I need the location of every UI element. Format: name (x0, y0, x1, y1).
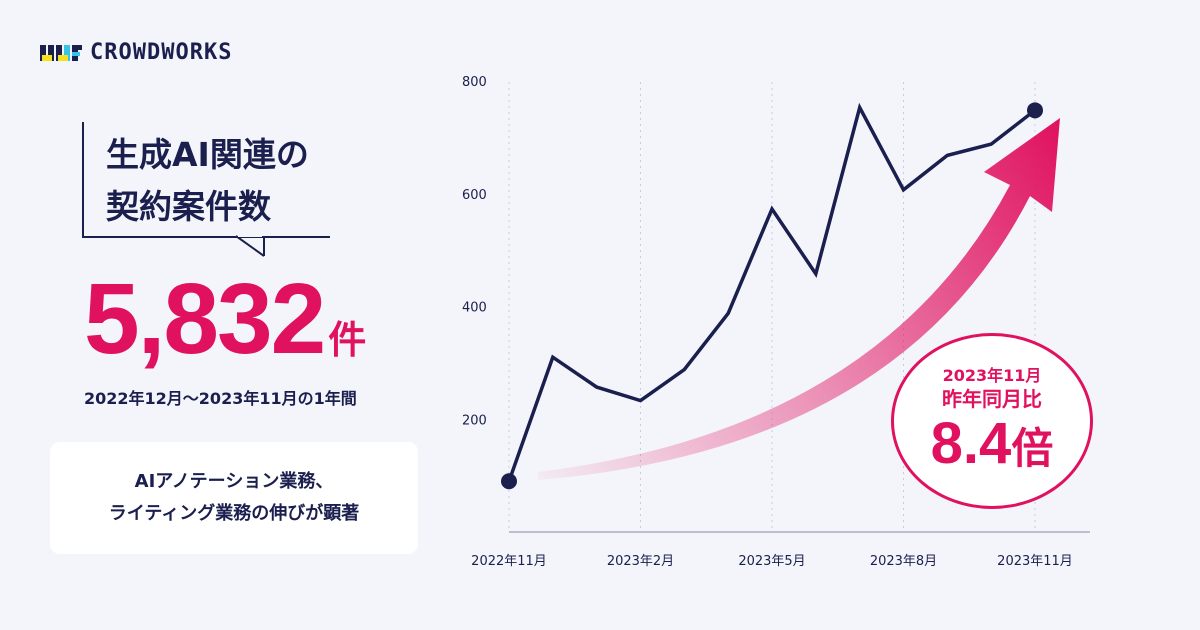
y-tick-label: 600 (462, 188, 487, 203)
headline-bracket-horizontal (82, 236, 330, 238)
logo-text: CROWDWORKS (90, 40, 233, 65)
trend-arrow (538, 118, 1060, 480)
yoy-badge: 2023年11月 昨年同月比 8.4倍 (891, 333, 1093, 509)
speech-tail-icon (235, 234, 265, 257)
series-line (507, 102, 1037, 482)
x-tick-label: 2023年5月 (738, 554, 805, 569)
data-point (1027, 102, 1043, 119)
headline-line-1: 生成AI関連の (106, 135, 309, 174)
total-count: 5,832 件 (84, 262, 366, 377)
note-line-2: ライティング業務の伸びが顕著 (108, 503, 360, 524)
total-value: 5,832 (84, 263, 326, 375)
note-line-1: AIアノテーション業務、 (134, 471, 334, 492)
x-tick-label: 2023年2月 (607, 554, 674, 569)
headline-line-2: 契約案件数 (106, 187, 271, 226)
y-tick-label: 200 (462, 413, 487, 428)
x-tick-label: 2022年11月 (471, 554, 547, 569)
headline-bracket-vertical (82, 122, 84, 238)
period-text: 2022年12月〜2023年11月の1年間 (84, 389, 357, 408)
headline-box: 生成AI関連の 契約案件数 (82, 122, 332, 257)
badge-unit: 倍 (1011, 423, 1054, 473)
badge-date: 2023年11月 (942, 365, 1042, 385)
badge-number: 8.4 (930, 410, 1012, 476)
logo-mark-icon (40, 41, 84, 65)
x-tick-label: 2023年8月 (870, 554, 937, 569)
total-unit: 件 (328, 318, 367, 362)
x-tick-label: 2023年11月 (997, 554, 1073, 569)
badge-label: 昨年同月比 (942, 386, 1042, 411)
badge-value: 8.4倍 (930, 410, 1054, 481)
note-card: AIアノテーション業務、 ライティング業務の伸びが顕著 (50, 442, 418, 554)
y-tick-label: 800 (462, 75, 487, 90)
data-point (501, 473, 517, 490)
crowdworks-logo: CROWDWORKS (40, 40, 232, 65)
y-tick-label: 400 (462, 301, 487, 316)
